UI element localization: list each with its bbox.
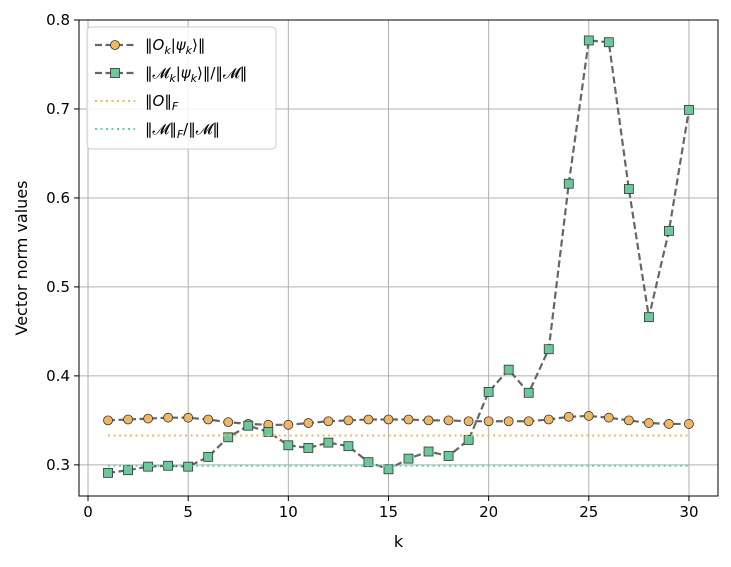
data-point xyxy=(443,415,454,426)
data-point xyxy=(664,419,674,429)
data-point xyxy=(243,420,254,431)
data-point xyxy=(583,35,594,46)
data-point xyxy=(283,419,294,430)
data-point xyxy=(543,414,554,425)
data-point xyxy=(323,437,334,448)
data-point xyxy=(543,344,554,355)
series-1 xyxy=(103,35,694,478)
y-tick-label: 0.5 xyxy=(46,278,70,296)
data-point xyxy=(623,184,634,194)
x-tick-label: 10 xyxy=(279,503,298,521)
y-tick-label: 0.8 xyxy=(46,11,70,29)
y-tick-label: 0.3 xyxy=(46,456,70,474)
legend-marker-1 xyxy=(110,68,120,78)
data-point xyxy=(523,416,534,427)
data-point xyxy=(643,312,654,323)
data-point xyxy=(463,435,474,445)
data-point xyxy=(603,37,614,48)
x-tick-label: 15 xyxy=(379,503,398,521)
data-point xyxy=(123,414,133,425)
data-point xyxy=(423,446,434,457)
data-point xyxy=(503,416,514,427)
data-point xyxy=(563,411,574,422)
data-point xyxy=(383,414,394,425)
data-point xyxy=(183,461,194,472)
legend-label-0: ‖Ok|ψk⟩‖ xyxy=(145,36,205,57)
data-point xyxy=(183,412,194,423)
data-point xyxy=(403,453,414,464)
y-tick-label: 0.4 xyxy=(46,367,70,385)
data-point xyxy=(443,451,454,461)
ticks: 0 5 10 15 20 25 30 0.3 0.4 0.5 0.6 0.7 0.8 xyxy=(46,11,698,521)
x-tick-label: 25 xyxy=(579,503,598,521)
series-layer xyxy=(103,35,694,478)
data-point xyxy=(323,416,334,427)
plot-frame xyxy=(78,19,719,497)
data-point xyxy=(684,104,694,115)
legend-label-1: ‖𝓜k|ψk⟩‖/‖𝓜‖ xyxy=(145,64,247,85)
y-axis-label: Vector norm values xyxy=(12,180,31,335)
data-point xyxy=(363,414,374,425)
data-point xyxy=(563,178,574,189)
data-point xyxy=(684,419,694,429)
data-point xyxy=(643,418,654,428)
y-tick-label: 0.7 xyxy=(46,100,70,118)
data-point xyxy=(343,415,354,426)
data-point xyxy=(123,465,133,476)
data-point xyxy=(103,415,113,426)
data-point xyxy=(203,451,214,462)
data-point xyxy=(163,412,174,423)
data-point xyxy=(203,414,214,425)
legend-box xyxy=(86,26,277,150)
x-axis-label: k xyxy=(394,532,404,551)
x-tick-label: 20 xyxy=(479,503,498,521)
data-point xyxy=(523,387,534,398)
data-point xyxy=(423,415,434,426)
data-point xyxy=(583,411,594,421)
data-point xyxy=(383,464,394,475)
data-point xyxy=(463,416,474,427)
data-point xyxy=(283,440,294,451)
data-point xyxy=(664,225,674,236)
data-point xyxy=(343,441,354,452)
data-point xyxy=(223,417,234,428)
legend-label-2: ‖O‖F xyxy=(145,92,179,113)
data-point xyxy=(623,415,634,426)
y-tick-label: 0.6 xyxy=(46,189,70,207)
data-point xyxy=(303,443,314,453)
data-point xyxy=(483,416,494,427)
x-tick-label: 5 xyxy=(183,503,193,521)
data-point xyxy=(103,467,113,478)
data-point xyxy=(143,413,154,424)
legend-label-3: ‖𝓜‖F/‖𝓜‖ xyxy=(145,120,220,141)
data-point xyxy=(503,364,514,375)
x-tick-label: 0 xyxy=(83,503,93,521)
data-point xyxy=(223,432,234,443)
legend-marker-0 xyxy=(110,40,120,50)
x-tick-label: 30 xyxy=(679,503,698,521)
data-point xyxy=(603,412,614,423)
data-point xyxy=(303,418,314,428)
data-point xyxy=(483,387,494,397)
data-point xyxy=(403,414,414,425)
legend: ‖Ok|ψk⟩‖ ‖𝓜k|ψk⟩‖/‖𝓜‖ ‖O‖F ‖𝓜‖F/‖𝓜‖ xyxy=(86,26,277,150)
